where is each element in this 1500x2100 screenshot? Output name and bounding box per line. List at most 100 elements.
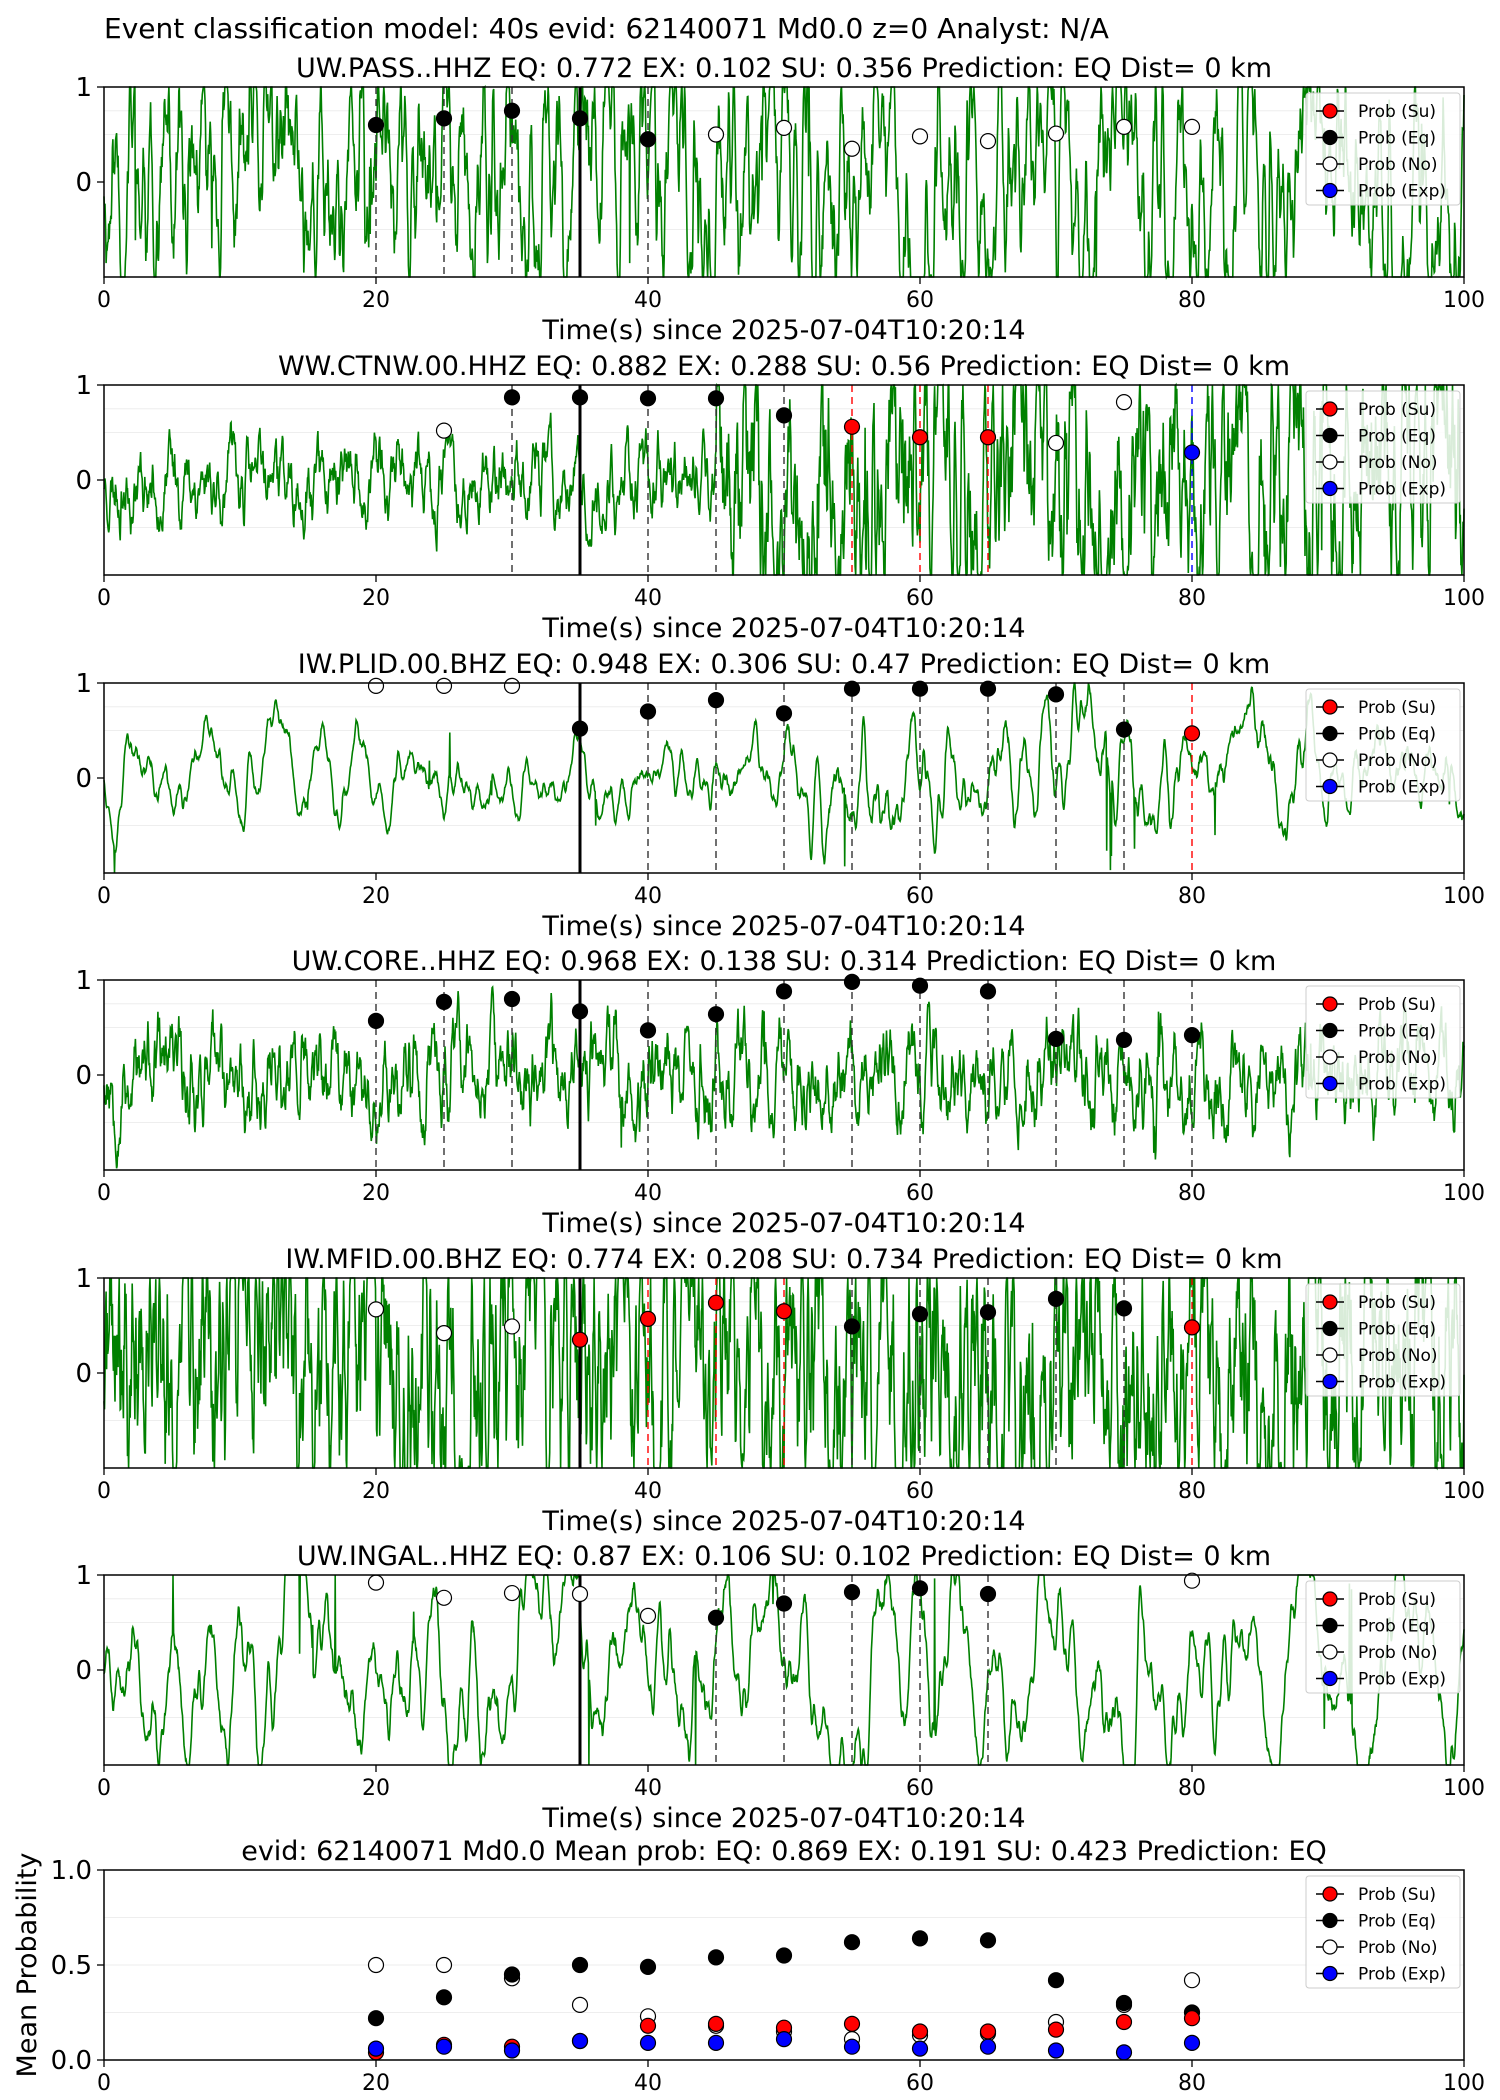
legend-label: Prob (Su) <box>1358 400 1436 420</box>
prob-point-eq <box>1115 1300 1133 1317</box>
legend-marker-probexp <box>1322 182 1338 199</box>
prob-point-eq <box>503 990 521 1008</box>
legend-marker-probsu <box>1322 1591 1338 1607</box>
prob-point-su <box>911 429 929 446</box>
mean-point-no <box>1183 1972 1201 1989</box>
legend-box <box>1305 688 1461 802</box>
prob-point-eq <box>775 1595 793 1612</box>
panel-title: IW.MFID.00.BHZ EQ: 0.774 EX: 0.208 SU: 0… <box>285 1244 1282 1275</box>
legend-label: Prob (Su) <box>1358 102 1436 122</box>
x-axis-label: Time(s) since 2025-07-04T10:20:14 <box>541 1803 1025 1834</box>
panel-title: evid: 62140071 Md0.0 Mean prob: EQ: 0.86… <box>241 1836 1327 1867</box>
prob-point-eq <box>843 680 861 697</box>
prob-point-eq <box>707 1006 725 1023</box>
prob-point-eq <box>1183 1026 1201 1044</box>
y-tick-label: 0.5 <box>51 1951 92 1981</box>
x-tick-label: 20 <box>362 884 390 909</box>
mean-point-eq <box>979 1932 997 1949</box>
mean-point-eq <box>435 1989 453 2006</box>
legend-marker-probexp <box>1322 480 1338 497</box>
x-tick-label: 80 <box>1178 586 1206 611</box>
y-tick-label: 1.0 <box>51 1856 92 1886</box>
legend-marker-probexp <box>1322 778 1338 795</box>
x-tick-label: 20 <box>362 586 390 611</box>
y-tick-label: 1 <box>75 669 92 699</box>
prob-point-no <box>503 1318 521 1335</box>
legend-label: Prob (No) <box>1358 1048 1438 1068</box>
mean-point-eq <box>571 1956 589 1974</box>
x-tick-label: 80 <box>1178 2071 1206 2096</box>
legend-marker-probsu <box>1322 996 1338 1012</box>
mean-point-su <box>1183 2010 1201 2027</box>
prob-point-eq <box>707 390 725 407</box>
legend-label: Prob (No) <box>1358 155 1438 175</box>
x-tick-label: 0 <box>97 586 111 611</box>
legend-box <box>1305 390 1461 504</box>
y-tick-label: 1 <box>75 966 92 996</box>
legend-box <box>1305 1580 1461 1694</box>
prob-point-eq <box>979 1585 997 1603</box>
x-tick-label: 20 <box>362 1181 390 1206</box>
legend-label: Prob (Exp) <box>1358 182 1446 202</box>
prob-point-no <box>571 1585 589 1603</box>
panels: UW.PASS..HHZ EQ: 0.772 EX: 0.102 SU: 0.3… <box>12 53 1485 2096</box>
prob-point-no <box>1047 434 1065 452</box>
x-tick-label: 40 <box>634 1776 662 1801</box>
legend-label: Prob (Eq) <box>1358 1912 1436 1932</box>
prob-point-su <box>571 1331 589 1348</box>
prob-point-su <box>707 1294 725 1311</box>
prob-point-eq <box>639 390 657 407</box>
prob-point-eq <box>1047 1290 1065 1308</box>
y-tick-label: 0 <box>75 764 92 794</box>
x-axis-label: Time(s) since 2025-07-04T10:20:14 <box>541 613 1025 644</box>
prob-point-eq <box>571 389 589 406</box>
legend-label: Prob (Su) <box>1358 995 1436 1015</box>
x-tick-label: 100 <box>1443 2071 1485 2096</box>
panel-title: UW.PASS..HHZ EQ: 0.772 EX: 0.102 SU: 0.3… <box>296 53 1272 84</box>
y-axis-label: Mean Probability <box>12 1853 43 2078</box>
prob-point-eq <box>843 1318 861 1335</box>
prob-point-eq <box>911 977 929 994</box>
panel-2: WW.CTNW.00.HHZ EQ: 0.882 EX: 0.288 SU: 0… <box>75 351 1485 644</box>
legend-label: Prob (No) <box>1358 453 1438 473</box>
legend-marker-probno <box>1322 752 1338 768</box>
y-tick-label: 0 <box>75 1656 92 1686</box>
mean-point-exp <box>979 2038 997 2055</box>
legend-marker-probeq <box>1322 1912 1338 1929</box>
y-tick-label: 1 <box>75 1561 92 1591</box>
x-tick-label: 40 <box>634 1479 662 1504</box>
prob-point-eq <box>979 680 997 697</box>
mean-point-eq <box>707 1949 725 1966</box>
x-tick-label: 60 <box>906 1479 934 1504</box>
legend-label: Prob (Eq) <box>1358 427 1436 447</box>
mean-point-eq <box>1047 1972 1065 1989</box>
legend-box <box>1305 1283 1461 1397</box>
legend-label: Prob (No) <box>1358 1346 1438 1366</box>
legend-label: Prob (No) <box>1358 1938 1438 1958</box>
x-tick-label: 100 <box>1443 1776 1485 1801</box>
legend-marker-probeq <box>1322 1022 1338 1039</box>
panel-title: UW.CORE..HHZ EQ: 0.968 EX: 0.138 SU: 0.3… <box>292 946 1277 977</box>
y-tick-label: 0 <box>75 1061 92 1091</box>
x-tick-label: 100 <box>1443 586 1485 611</box>
legend-label: Prob (Su) <box>1358 1590 1436 1610</box>
mean-point-su <box>911 2023 929 2040</box>
prob-point-no <box>435 1324 453 1342</box>
mean-point-su <box>979 2023 997 2040</box>
x-tick-label: 20 <box>362 288 390 313</box>
prob-point-eq <box>367 116 385 134</box>
prob-point-eq <box>707 1609 725 1626</box>
panel-title: IW.PLID.00.BHZ EQ: 0.948 EX: 0.306 SU: 0… <box>298 649 1270 680</box>
x-tick-label: 80 <box>1178 288 1206 313</box>
prob-point-eq <box>435 993 453 1010</box>
legend-label: Prob (Eq) <box>1358 1022 1436 1042</box>
y-tick-label: 0 <box>75 466 92 496</box>
prob-point-no <box>979 133 997 150</box>
legend-marker-probno <box>1322 156 1338 172</box>
prob-point-su <box>843 418 861 435</box>
x-tick-label: 0 <box>97 1181 111 1206</box>
y-tick-label: 0 <box>75 168 92 198</box>
mean-point-su <box>1115 2013 1133 2031</box>
legend-label: Prob (Eq) <box>1358 1320 1436 1340</box>
x-axis-label: Time(s) since 2025-07-04T10:20:14 <box>541 1506 1025 1537</box>
